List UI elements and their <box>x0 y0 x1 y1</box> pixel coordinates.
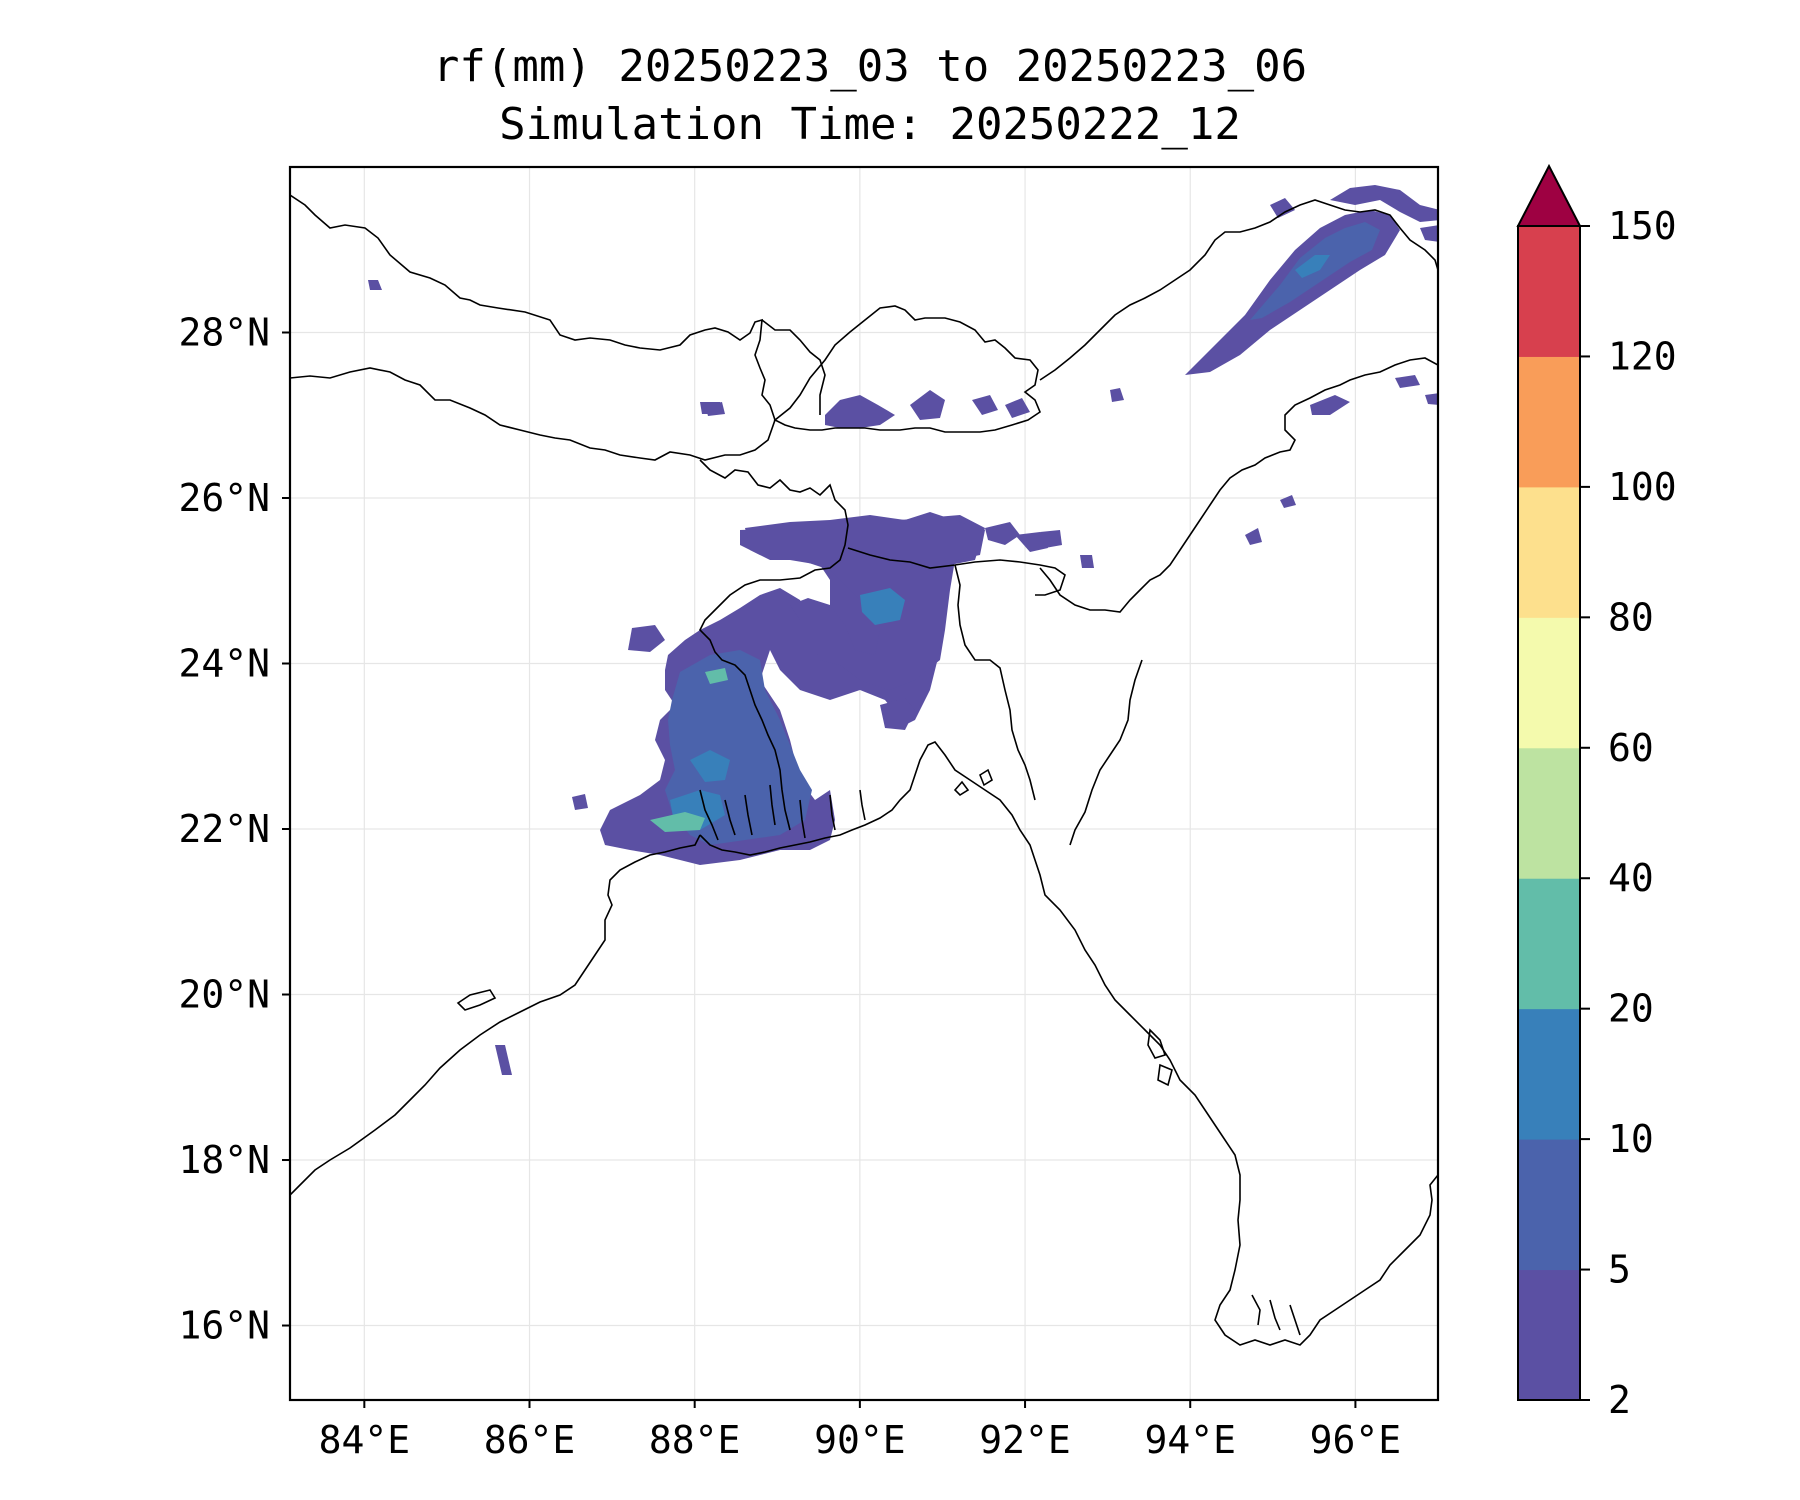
colorbar-segment <box>1518 226 1580 357</box>
lon-tick-label: 86°E <box>484 1418 576 1462</box>
coastline-sundarbans <box>699 741 1438 1346</box>
border-meghalaya <box>847 547 1066 596</box>
rain-patch-5 <box>1080 555 1094 568</box>
coastline-island-5 <box>456 989 497 1011</box>
colorbar: 2 5 10 20 40 60 80 100 120 150 <box>1516 163 1677 1422</box>
coastline-delta-f <box>829 794 836 831</box>
coastline-island-7 <box>1269 1299 1281 1331</box>
rain-region-bhutan-c <box>972 395 998 415</box>
colorbar-tick-label: 100 <box>1608 465 1677 509</box>
rain-region-arunachal-top-b <box>1270 198 1295 218</box>
border-sikkim <box>761 319 826 415</box>
rain-region-assam-east-c <box>1425 393 1438 405</box>
coastlines-and-borders <box>290 194 1438 1346</box>
coastline-island-3 <box>1147 1028 1167 1059</box>
border-bhutan <box>773 305 1041 433</box>
colorbar-tick-label: 2 <box>1608 1378 1631 1422</box>
colorbar-segment <box>1518 878 1580 1010</box>
lat-tick-label: 26°N <box>178 476 270 520</box>
colorbar-tick-label: 60 <box>1608 726 1654 770</box>
lon-tick-label: 90°E <box>814 1418 906 1462</box>
coastline-delta-e <box>799 799 806 839</box>
lon-tick-label: 84°E <box>319 1418 411 1462</box>
lat-tick-label: 18°N <box>178 1138 270 1182</box>
rain-patch-2 <box>985 522 1020 545</box>
colorbar-frame <box>1517 225 1581 1401</box>
map-frame <box>288 165 1440 1402</box>
rain-region-bengal-10mm-b <box>690 750 730 782</box>
coastline-island-2 <box>979 768 993 787</box>
border-bangladesh-west <box>699 459 849 831</box>
rain-region-arunachal-right <box>1420 225 1438 242</box>
rain-region-arunachal-top <box>1330 185 1438 222</box>
rainfall-contours <box>368 185 1438 1075</box>
coastline-delta-c <box>744 794 753 836</box>
colorbar-tick-label: 20 <box>1608 987 1654 1031</box>
colorbar-tick-label: 120 <box>1608 334 1677 378</box>
colorbar-segment <box>1518 1008 1580 1140</box>
colorbar-tick-label: 40 <box>1608 856 1654 900</box>
lon-tick-label: 88°E <box>649 1418 741 1462</box>
border-tripura <box>954 564 1036 801</box>
colorbar-tick-label: 80 <box>1608 595 1654 639</box>
lat-tick-label: 28°N <box>178 311 270 355</box>
map-title-line-2: Simulation Time: 20250222_12 <box>499 99 1241 150</box>
colorbar-segment <box>1518 356 1580 488</box>
coastline-delta-g <box>859 789 866 821</box>
rain-region-meghalaya-10mm <box>860 588 905 625</box>
rain-region-bihar <box>368 280 382 290</box>
border-arunachal <box>1039 199 1438 381</box>
colorbar-segment <box>1518 617 1580 749</box>
border-myanmar <box>1039 357 1438 613</box>
border-nepal <box>290 194 776 461</box>
colorbar-segment <box>1518 486 1580 618</box>
border-myanmar-lower <box>1069 659 1143 846</box>
colorbar-extend-arrow <box>1516 163 1582 227</box>
colorbar-segment <box>1518 1269 1580 1401</box>
lat-tick-label: 16°N <box>178 1304 270 1348</box>
rain-patch-7 <box>495 1045 512 1075</box>
coastline-island-1 <box>953 780 970 797</box>
map-gridlines <box>290 167 1438 1400</box>
lat-tick-label: 24°N <box>178 642 270 686</box>
colorbar-segment <box>1518 1139 1580 1271</box>
coastline-east-india <box>290 834 701 1196</box>
rain-region-assam-east-b <box>1395 375 1420 388</box>
lat-tick-label: 22°N <box>178 807 270 851</box>
rain-region-bhutan-b <box>910 390 945 420</box>
rain-region-assam-east <box>1310 395 1350 415</box>
colorbar-tick-label: 5 <box>1608 1248 1631 1292</box>
rain-patch-6 <box>572 794 588 810</box>
lon-tick-label: 96°E <box>1310 1418 1402 1462</box>
coastline-delta-d <box>769 784 776 826</box>
colorbar-tick-label: 10 <box>1608 1117 1654 1161</box>
map-title-line-1: rf(mm) 20250223_03 to 20250223_06 <box>432 41 1308 92</box>
coastline-island-6 <box>1251 1294 1261 1326</box>
colorbar-tick-label: 150 <box>1608 204 1677 248</box>
coastline-delta-a <box>699 789 719 841</box>
rain-patch-4 <box>1040 530 1062 548</box>
rain-region-chittagong-2mm <box>880 698 915 730</box>
longitude-axis: 84°E 86°E 88°E 90°E 92°E 94°E 96°E <box>319 1400 1402 1462</box>
lat-tick-label: 20°N <box>178 973 270 1017</box>
rain-region-bhutan-d <box>1005 398 1030 418</box>
rain-patch-3 <box>1015 532 1048 552</box>
rain-region-bengal-20mm-b <box>705 668 728 684</box>
rain-patch-1 <box>628 625 665 652</box>
rain-region-bhutan-2mm <box>825 395 895 428</box>
rain-region-meg-east <box>1110 388 1124 402</box>
rain-region-sikkim <box>700 402 722 414</box>
coastline-island-8 <box>1289 1304 1301 1336</box>
colorbar-segment <box>1518 747 1580 879</box>
lon-tick-label: 94°E <box>1144 1418 1236 1462</box>
rain-region-assam-e <box>1280 495 1296 508</box>
rain-region-assam-d <box>1245 528 1262 545</box>
coastline-island-4 <box>1157 1063 1173 1087</box>
lon-tick-label: 92°E <box>979 1418 1071 1462</box>
coastline-delta-b <box>724 799 736 836</box>
rain-region-bengal-20mm <box>650 812 705 832</box>
rain-region-arunachal-10mm <box>1295 255 1330 278</box>
latitude-axis: 28°N 26°N 24°N 22°N 20°N 18°N 16°N <box>178 311 290 1348</box>
